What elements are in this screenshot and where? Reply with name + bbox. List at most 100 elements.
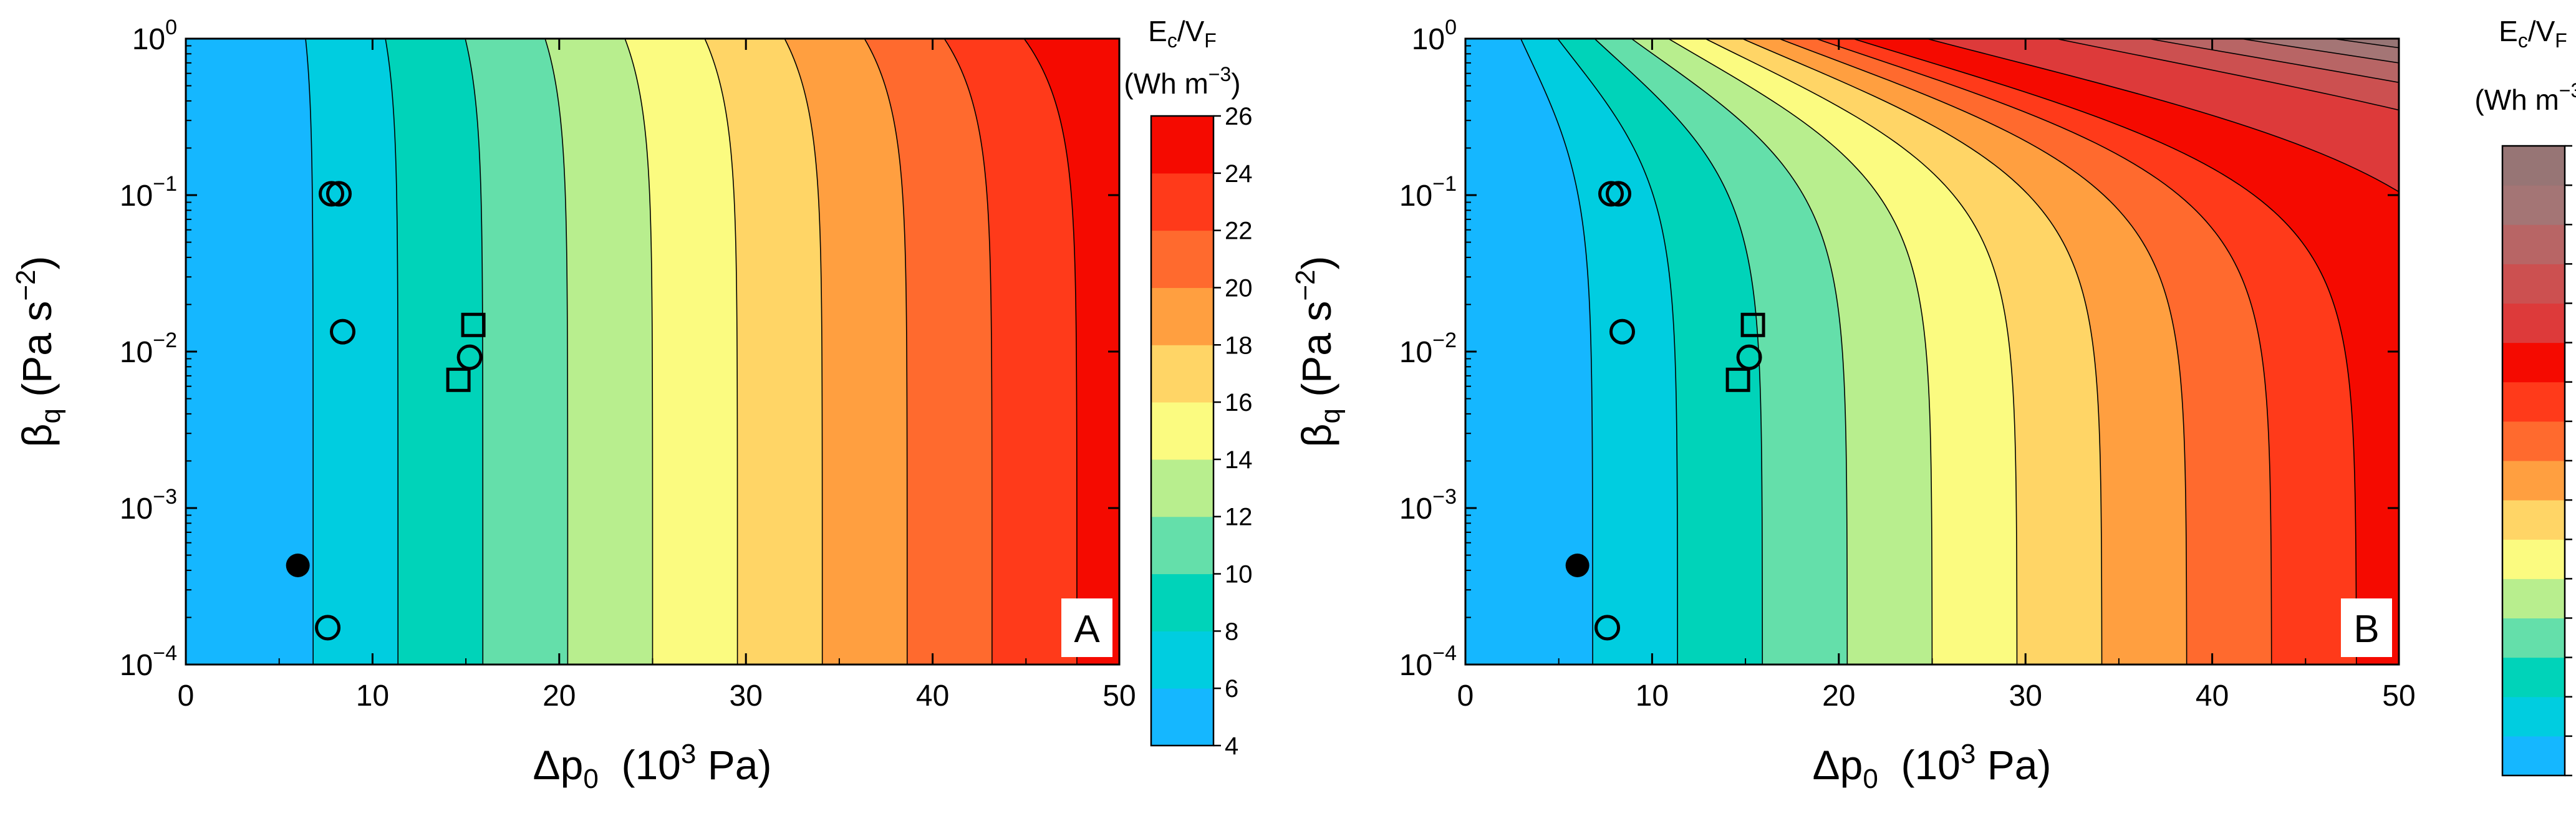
- colorbar-swatch-16: [2502, 500, 2565, 540]
- colorbar-units-b: (Wh m−3): [2474, 79, 2576, 116]
- contour-line-12: [544, 39, 569, 665]
- x-axis-label-b: Δp0 (103 Pa): [1813, 739, 2052, 794]
- contour-line-20: [864, 39, 908, 665]
- contour-line-18: [784, 39, 823, 665]
- y-tick-label: 10−4: [1399, 641, 1457, 682]
- colorbar-swatch-4: [2502, 736, 2565, 776]
- x-tick-label: 40: [916, 679, 949, 713]
- x-tick-label: 30: [730, 679, 763, 713]
- x-tick-label: 0: [1457, 679, 1474, 713]
- colorbar-frame: [1150, 115, 1215, 747]
- x-tick-label: 50: [2382, 679, 2415, 713]
- colorbar-swatch-20: [1151, 230, 1213, 288]
- data-point-circle: [1609, 319, 1635, 345]
- colorbar-swatch-14: [1151, 402, 1213, 460]
- data-point-square: [1725, 367, 1750, 392]
- panel-label-box-b: [2341, 598, 2392, 657]
- data-point-circle: [315, 615, 341, 641]
- colorbar-swatch-22: [2502, 382, 2565, 422]
- colorbar-swatch-28: [2502, 303, 2565, 343]
- contour-line-6: [1520, 39, 1593, 665]
- colorbar-swatch-8: [1151, 574, 1213, 631]
- contour-line-24: [1853, 39, 2357, 665]
- colorbar-units-a: (Wh m−3): [1124, 63, 1240, 100]
- contour-line-20: [1778, 39, 2188, 665]
- colorbar-tick-label: 14: [1225, 446, 1253, 474]
- x-axis-label-a: Δp0 (103 Pa): [533, 739, 772, 794]
- data-point-circle: [1594, 615, 1621, 641]
- contour-line-14: [1668, 39, 1933, 665]
- contour-lines-b: [1520, 39, 2399, 665]
- y-tick-label: 10−3: [1399, 485, 1457, 526]
- panel-label-b: B: [2353, 608, 2379, 651]
- panel-label-box-a: [1061, 598, 1112, 657]
- data-point-circle: [329, 319, 355, 345]
- x-tick-label: 10: [356, 679, 389, 713]
- contour-line-22: [1815, 39, 2272, 665]
- x-tick-label: 30: [2009, 679, 2042, 713]
- x-tick-label: 10: [1636, 679, 1669, 713]
- colorbar-swatch-45: [2502, 185, 2565, 225]
- y-tick-label: 10−1: [1399, 172, 1457, 213]
- colorbar-tick-label: 26: [1225, 103, 1253, 130]
- contour-line-10: [465, 39, 484, 665]
- data-point-filled-circle: [286, 553, 310, 577]
- colorbar-swatch-50: [2502, 146, 2565, 186]
- colorbar-swatch-10: [2502, 618, 2565, 658]
- colorbar-swatch-18: [2502, 461, 2565, 501]
- contour-band-4-6: [186, 39, 314, 665]
- y-axis-label-b: βq (Pa s−2): [1290, 256, 1346, 448]
- colorbar-tick-label: 24: [1225, 160, 1253, 188]
- colorbar-swatch-10: [1151, 516, 1213, 575]
- contour-line-16: [1705, 39, 2018, 665]
- colorbar-swatch-24: [2502, 342, 2565, 383]
- data-points-a: [286, 181, 486, 641]
- data-point-square: [1740, 312, 1765, 337]
- colorbar-swatch-4: [1151, 688, 1213, 746]
- data-point-circle: [326, 181, 352, 207]
- colorbar-tick-label: 6: [1225, 675, 1238, 703]
- colorbar-b: 4681012141618202224283540455052: [2501, 145, 2572, 777]
- x-ticks-a: 0 10 20 30 40 50: [178, 39, 1136, 713]
- contour-line-6: [305, 39, 314, 665]
- contour-line-8: [385, 39, 399, 665]
- y-ticks-b: 10−4 10−3 10−2 10−1 100: [1399, 16, 2399, 682]
- colorbar-swatch-18: [1151, 287, 1213, 345]
- colorbar-swatch-35: [2502, 264, 2565, 304]
- contour-line-18: [1742, 39, 2103, 665]
- colorbar-swatch-20: [2502, 421, 2565, 461]
- y-tick-label: 100: [1412, 16, 1457, 56]
- contour-fill-a: [186, 39, 1119, 665]
- data-point-circle: [1606, 181, 1632, 207]
- y-tick-label: 100: [132, 16, 177, 56]
- data-points-b: [1565, 181, 1765, 641]
- colorbar-swatch-8: [2502, 657, 2565, 698]
- contour-lines-a: [305, 39, 1078, 665]
- y-tick-label: 10−2: [120, 329, 177, 369]
- y-ticks-a: 10−4 10−3 10−2 10−1 100: [120, 16, 1119, 682]
- x-tick-label: 40: [2196, 679, 2229, 713]
- colorbar-tick-label: 10: [1225, 561, 1253, 588]
- colorbar-tick-label: 8: [1225, 618, 1238, 645]
- panel-a: 0 10 20 30 40 50 10−4 10−3 10−2 10−1 100 A Δp0 (1…: [11, 15, 1253, 794]
- colorbar-tick-label: 20: [1225, 274, 1253, 302]
- colorbar-a: 4 6 8 10 12 14 16 18 20 22 24 26: [1150, 103, 1253, 760]
- colorbar-swatch-6: [1151, 631, 1213, 689]
- colorbar-swatch-12: [2502, 578, 2565, 618]
- contour-line-14: [624, 39, 654, 665]
- y-axis-label-a: βq (Pa s−2): [11, 256, 66, 448]
- x-tick-label: 50: [1102, 679, 1136, 713]
- colorbar-swatch-24: [1151, 116, 1213, 174]
- contour-line-12: [1631, 39, 1848, 665]
- contour-line-8: [1557, 39, 1678, 665]
- contour-fill-b: [1465, 39, 2399, 665]
- x-tick-label: 20: [543, 679, 576, 713]
- data-point-circle: [1598, 181, 1624, 207]
- colorbar-tick-label: 16: [1225, 389, 1253, 416]
- panel-label-a: A: [1074, 608, 1100, 651]
- colorbar-tick-label: 22: [1225, 218, 1253, 245]
- colorbar-tick-label: 18: [1225, 332, 1253, 359]
- data-point-square: [461, 312, 486, 337]
- colorbar-swatch-6: [2502, 696, 2565, 737]
